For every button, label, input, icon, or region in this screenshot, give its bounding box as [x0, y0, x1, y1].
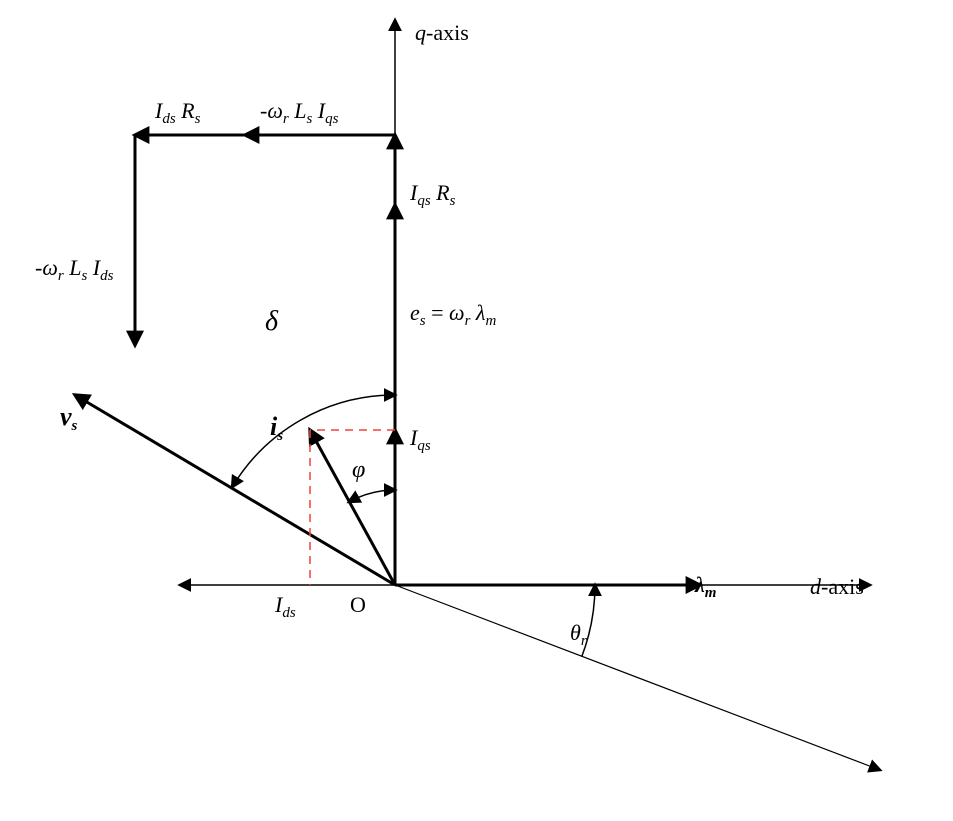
is-label: is	[270, 412, 283, 444]
phi-arc	[349, 490, 395, 502]
d-axis-label: d-axis	[810, 574, 864, 599]
delta-label: δ	[265, 306, 279, 337]
idsrs-label: Ids Rs	[154, 98, 201, 127]
lambda-m-label: λm	[694, 572, 716, 601]
origin-label: O	[350, 592, 366, 617]
delta-arc	[232, 395, 395, 487]
stationary-axis	[395, 585, 880, 770]
iqs-label: Iqs	[409, 425, 431, 454]
theta-r-label: θr	[570, 620, 587, 649]
vs-vector	[75, 395, 395, 585]
iqsrs-label: Iqs Rs	[409, 180, 456, 209]
phi-label: φ	[352, 457, 365, 483]
is-vector	[310, 430, 395, 585]
wlsids-label: -ωr Ls Ids	[35, 255, 114, 284]
q-axis-label: q-axis	[415, 20, 469, 45]
wlsiqs-label: -ωr Ls Iqs	[260, 98, 339, 127]
ids-label: Ids	[274, 592, 296, 621]
vs-label: vs	[60, 402, 78, 434]
es-label: es = ωr λm	[410, 300, 496, 329]
